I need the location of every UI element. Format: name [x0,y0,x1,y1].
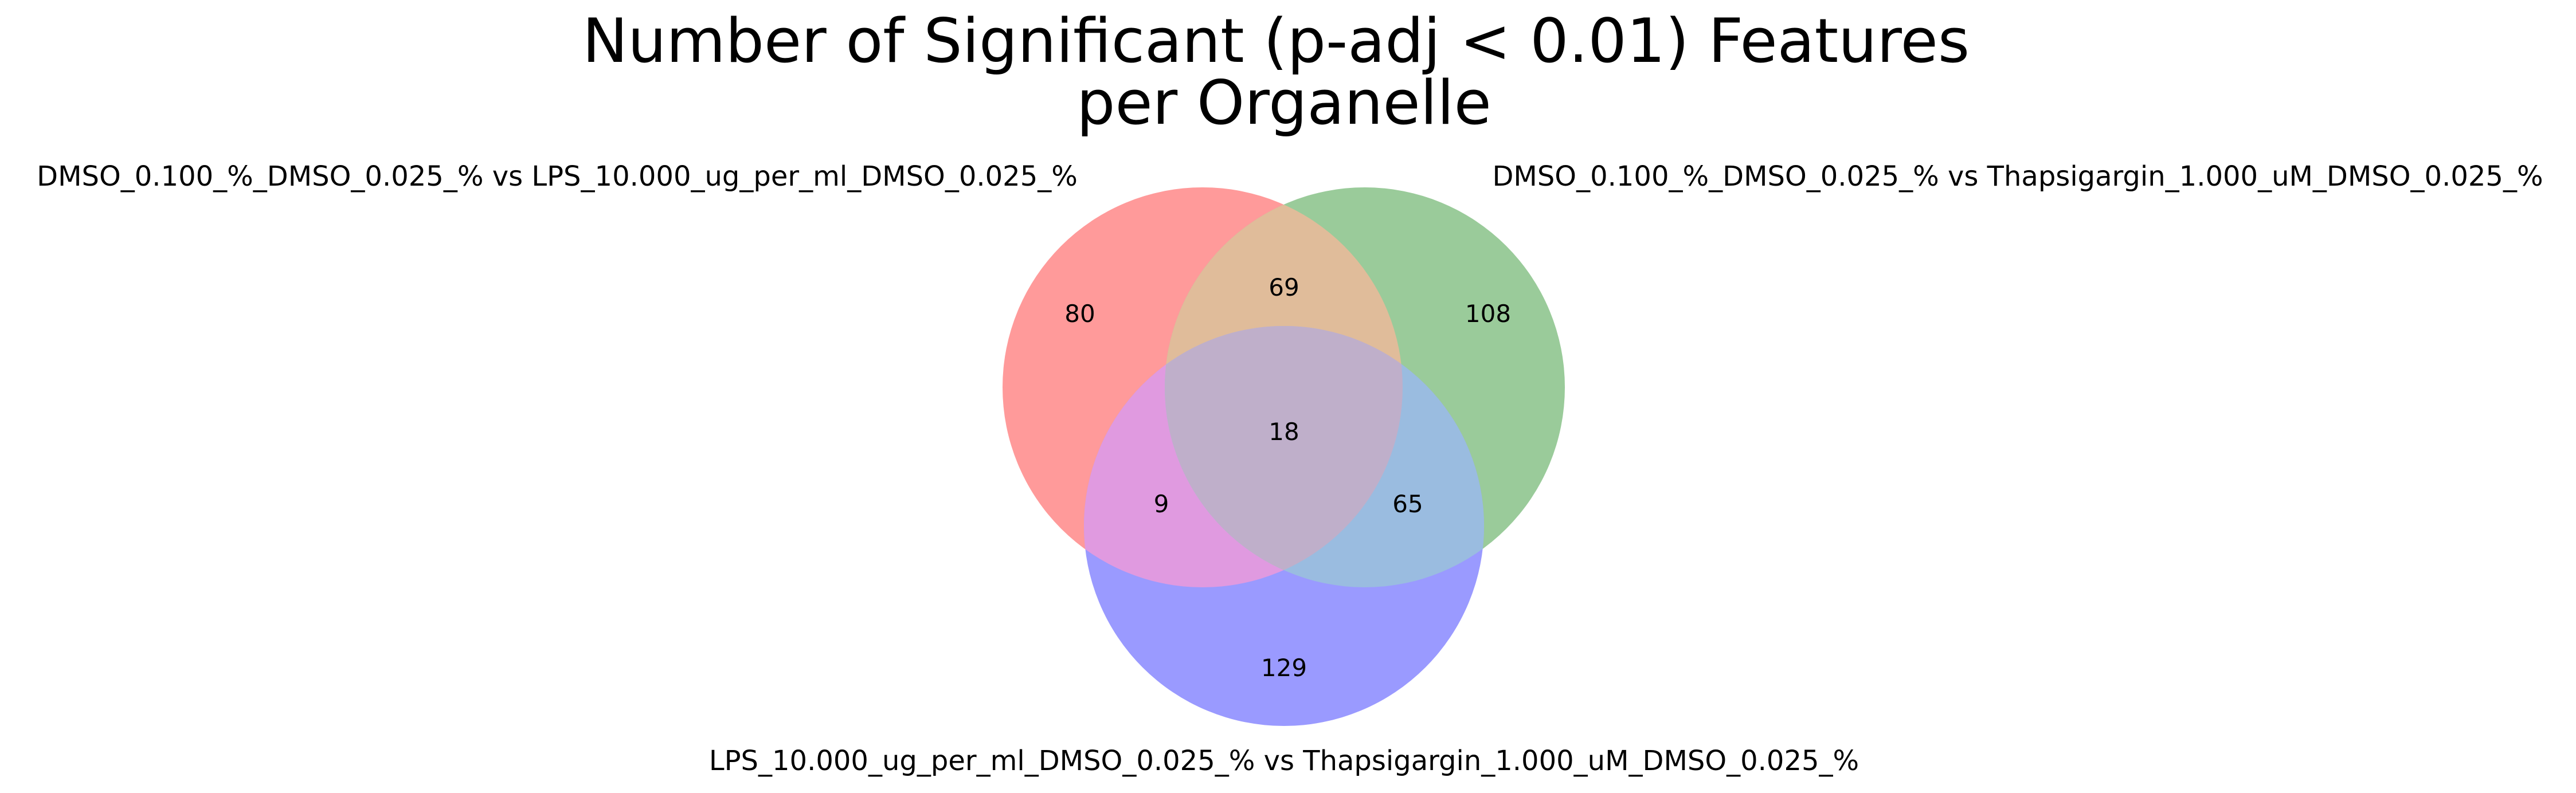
set-b-label: DMSO_0.100_%_DMSO_0.025_% vs Thapsigargi… [1492,160,2543,193]
count-b-only: 108 [1465,300,1511,328]
count-ac-only: 9 [1154,490,1169,518]
count-a-only: 80 [1064,300,1095,328]
count-c-only: 129 [1261,654,1307,682]
count-bc-only: 65 [1392,490,1423,518]
chart-title-line-2: per Organelle [1076,68,1491,138]
set-c-label: LPS_10.000_ug_per_ml_DMSO_0.025_% vs Tha… [709,745,1859,777]
count-ab-only: 69 [1269,273,1299,301]
count-abc: 18 [1269,418,1299,446]
set-a-label: DMSO_0.100_%_DMSO_0.025_% vs LPS_10.000_… [37,160,1078,193]
region-abc-fill [1165,326,1403,587]
chart-title-line-1: Number of Significant (p-adj < 0.01) Fea… [582,6,1970,76]
